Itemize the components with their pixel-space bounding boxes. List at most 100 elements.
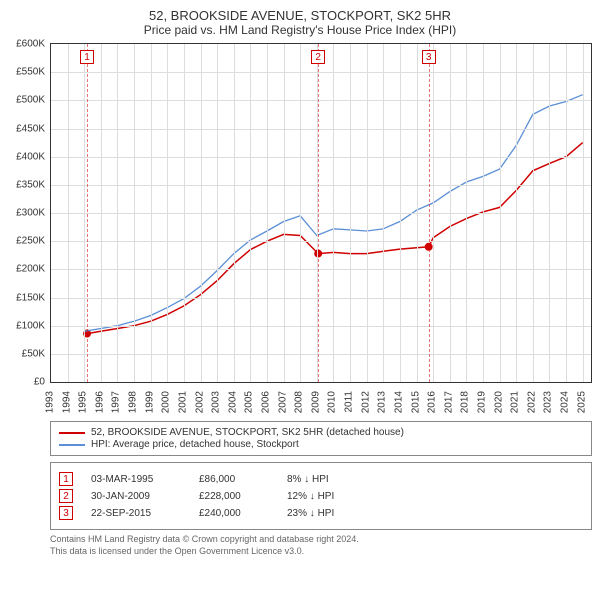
legend-row: HPI: Average price, detached house, Stoc… xyxy=(59,439,583,450)
x-tick-label: 2013 xyxy=(377,391,388,413)
gridline-v xyxy=(250,44,251,382)
x-tick-label: 2011 xyxy=(344,391,355,413)
x-tick-label: 2010 xyxy=(327,391,338,413)
gridline-v xyxy=(184,44,185,382)
event-marker-line xyxy=(87,44,88,382)
gridline-v xyxy=(367,44,368,382)
gridline-v xyxy=(450,44,451,382)
event-price: £240,000 xyxy=(199,508,269,519)
x-tick-label: 1995 xyxy=(78,391,89,413)
gridline-h xyxy=(51,269,591,270)
event-row: 1 03-MAR-1995 £86,000 8% ↓ HPI xyxy=(59,472,583,486)
y-tick-label: £100K xyxy=(16,320,45,331)
gridline-v xyxy=(300,44,301,382)
legend-row: 52, BROOKSIDE AVENUE, STOCKPORT, SK2 5HR… xyxy=(59,427,583,438)
chart-plot-area: £0£50K£100K£150K£200K£250K£300K£350K£400… xyxy=(50,43,592,383)
x-tick-label: 1994 xyxy=(61,391,72,413)
gridline-v xyxy=(500,44,501,382)
gridline-v xyxy=(333,44,334,382)
event-diff: 8% ↓ HPI xyxy=(287,474,329,485)
x-tick-label: 2003 xyxy=(211,391,222,413)
events-table: 103-MAR-1995£86,0008% ↓ HPI230-JAN-2009£… xyxy=(50,462,592,530)
y-tick-label: £50K xyxy=(22,348,45,359)
footnote-line2: This data is licensed under the Open Gov… xyxy=(50,546,592,558)
gridline-h xyxy=(51,241,591,242)
gridline-v xyxy=(483,44,484,382)
gridline-v xyxy=(566,44,567,382)
event-marker-line xyxy=(429,44,430,382)
event-price: £86,000 xyxy=(199,474,269,485)
legend-label: HPI: Average price, detached house, Stoc… xyxy=(91,439,299,450)
event-diff: 23% ↓ HPI xyxy=(287,508,334,519)
gridline-v xyxy=(101,44,102,382)
footnote-line1: Contains HM Land Registry data © Crown c… xyxy=(50,534,592,546)
gridline-v xyxy=(466,44,467,382)
x-tick-label: 1996 xyxy=(94,391,105,413)
gridline-v xyxy=(117,44,118,382)
legend-swatch xyxy=(59,432,85,434)
gridline-v xyxy=(84,44,85,382)
x-tick-label: 1997 xyxy=(111,391,122,413)
y-tick-label: £600K xyxy=(16,39,45,50)
x-tick-label: 2019 xyxy=(477,391,488,413)
event-date: 30-JAN-2009 xyxy=(91,491,181,502)
x-tick-label: 2021 xyxy=(510,391,521,413)
x-tick-label: 2006 xyxy=(261,391,272,413)
x-tick-label: 2008 xyxy=(294,391,305,413)
event-marker-box: 2 xyxy=(311,50,325,64)
event-row: 230-JAN-2009£228,00012% ↓ HPI xyxy=(59,489,583,503)
event-num-box: 1 xyxy=(59,472,73,486)
chart-subtitle: Price paid vs. HM Land Registry's House … xyxy=(8,23,592,37)
event-marker-line xyxy=(318,44,319,382)
gridline-v xyxy=(400,44,401,382)
chart-header: 52, BROOKSIDE AVENUE, STOCKPORT, SK2 5HR… xyxy=(8,8,592,37)
legend-label: 52, BROOKSIDE AVENUE, STOCKPORT, SK2 5HR… xyxy=(91,427,404,438)
gridline-v xyxy=(151,44,152,382)
x-tick-label: 2009 xyxy=(310,391,321,413)
x-tick-label: 2017 xyxy=(443,391,454,413)
x-axis-labels: 1993199419951996199719981999200020012002… xyxy=(50,389,590,421)
gridline-v xyxy=(134,44,135,382)
gridline-v xyxy=(516,44,517,382)
y-tick-label: £150K xyxy=(16,292,45,303)
event-num-box: 3 xyxy=(59,506,73,520)
x-tick-label: 2016 xyxy=(427,391,438,413)
gridline-h xyxy=(51,72,591,73)
y-tick-label: £300K xyxy=(16,208,45,219)
x-tick-label: 2018 xyxy=(460,391,471,413)
x-tick-label: 1998 xyxy=(128,391,139,413)
gridline-v xyxy=(533,44,534,382)
y-tick-label: £500K xyxy=(16,95,45,106)
x-tick-label: 2015 xyxy=(410,391,421,413)
gridline-v xyxy=(417,44,418,382)
event-price: £228,000 xyxy=(199,491,269,502)
gridline-v xyxy=(234,44,235,382)
gridline-h xyxy=(51,326,591,327)
event-marker-box: 3 xyxy=(422,50,436,64)
gridline-h xyxy=(51,185,591,186)
gridline-v xyxy=(433,44,434,382)
gridline-h xyxy=(51,157,591,158)
y-tick-label: £250K xyxy=(16,236,45,247)
gridline-v xyxy=(267,44,268,382)
x-tick-label: 2014 xyxy=(393,391,404,413)
gridline-h xyxy=(51,213,591,214)
y-tick-label: £200K xyxy=(16,264,45,275)
footnote: Contains HM Land Registry data © Crown c… xyxy=(50,534,592,557)
x-tick-label: 2004 xyxy=(227,391,238,413)
x-tick-label: 2020 xyxy=(493,391,504,413)
chart-title: 52, BROOKSIDE AVENUE, STOCKPORT, SK2 5HR xyxy=(8,8,592,23)
y-axis-labels: £0£50K£100K£150K£200K£250K£300K£350K£400… xyxy=(7,44,49,382)
x-tick-label: 2012 xyxy=(360,391,371,413)
x-tick-label: 2025 xyxy=(576,391,587,413)
event-date: 03-MAR-1995 xyxy=(91,474,181,485)
gridline-v xyxy=(201,44,202,382)
series-line-price_paid xyxy=(87,143,583,334)
chart-legend: 52, BROOKSIDE AVENUE, STOCKPORT, SK2 5HR… xyxy=(50,421,592,456)
x-tick-label: 2007 xyxy=(277,391,288,413)
gridline-h xyxy=(51,100,591,101)
y-tick-label: £450K xyxy=(16,123,45,134)
gridline-v xyxy=(68,44,69,382)
gridline-h xyxy=(51,129,591,130)
event-diff: 12% ↓ HPI xyxy=(287,491,334,502)
